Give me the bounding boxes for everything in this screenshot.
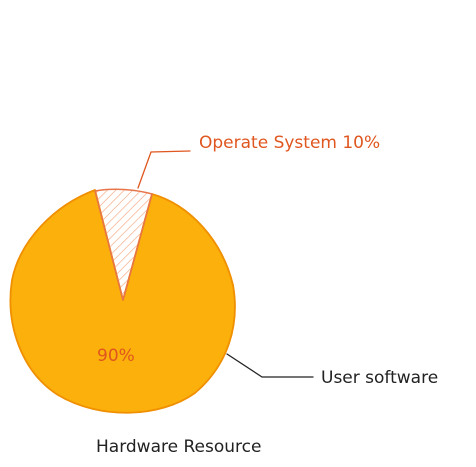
- user-software-slice: [9, 189, 236, 414]
- operate-system-slice: [94, 188, 153, 301]
- diagram-caption: Hardware Resource: [96, 437, 261, 457]
- operate-system-label: Operate System 10%: [199, 133, 380, 153]
- user-software-label: User software: [321, 368, 438, 388]
- user-software-percent-label: 90%: [97, 346, 135, 366]
- operate-system-leader: [137, 150, 191, 189]
- user-software-leader: [226, 353, 314, 378]
